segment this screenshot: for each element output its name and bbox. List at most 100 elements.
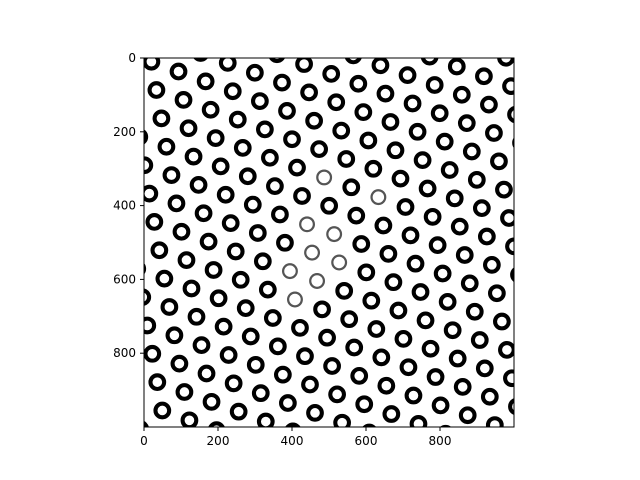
ring-221 [519,164,533,178]
y-tick-label: 600 [113,272,136,286]
ring-124 [322,65,341,83]
ring-185 [450,217,469,236]
ring-192 [485,416,504,427]
ring-205 [508,398,514,415]
ring-179 [420,58,439,66]
axes-frame [143,57,515,428]
ring-177 [453,378,472,396]
ring-209 [480,95,498,114]
ring-155 [391,169,410,188]
ring-204 [503,369,514,388]
ring-22 [175,383,194,401]
ring-57 [216,185,235,204]
ring-153 [381,113,400,131]
ring-140 [359,131,378,150]
ring-141 [364,159,383,178]
ring-170 [418,179,437,198]
ring-51 [237,433,251,447]
ring-65 [256,412,275,427]
ring-132 [362,291,381,310]
ring-27 [157,137,176,156]
ring-103 [309,273,326,289]
ring-163 [431,396,450,415]
ring-108 [333,413,351,427]
ring-158 [406,254,425,273]
ring-165 [396,40,410,54]
ring-207 [472,41,486,55]
ring-61 [236,299,255,318]
ring-146 [389,301,408,320]
ring-72 [248,224,267,242]
ring-28 [162,166,181,184]
ring-176 [448,349,467,368]
ring-172 [428,236,447,255]
ring-26 [152,109,171,128]
ring-16 [145,213,164,231]
ring-167 [403,94,422,113]
ring-88 [281,263,298,280]
ring-150 [409,415,428,427]
ring-100 [293,187,311,205]
ring-121 [355,395,374,414]
ring-156 [396,198,415,216]
x-tick-label: 400 [281,434,304,448]
ring-160 [416,311,435,330]
ring-134 [372,348,391,367]
ring-5 [144,288,152,306]
ring-8 [148,373,167,392]
ring-19 [160,298,179,316]
ring-138 [349,74,368,93]
image-content [122,39,533,447]
ring-198 [472,199,491,218]
ring-168 [408,122,427,141]
ring-84 [261,148,279,167]
ring-130 [352,235,371,253]
ring-125 [327,93,346,112]
ring-126 [332,121,351,140]
ring-145 [384,273,403,292]
ring-171 [423,207,442,226]
ring-144 [379,244,398,263]
ring-148 [399,358,418,377]
x-tick-label: 800 [429,434,452,448]
ring-135 [377,376,396,395]
ring-159 [411,283,430,301]
ring-60 [231,270,250,289]
ring-174 [438,292,457,311]
ring-81 [245,63,264,82]
ring-76 [268,337,287,356]
ring-220 [512,137,514,149]
ring-127 [337,150,356,168]
ring-63 [246,355,265,374]
ring-86 [271,205,289,224]
y-tick-label: 800 [113,346,136,360]
ring-24 [144,58,161,71]
ring-52 [193,58,208,62]
ring-23 [180,411,199,427]
ring-38 [169,62,188,81]
ring-105 [318,328,336,347]
ring-210 [485,124,503,142]
ring-211 [490,152,508,171]
ring-129 [347,206,366,225]
ring-183 [440,161,459,179]
ring-137 [344,58,362,65]
ring-75 [263,309,282,327]
ring-107 [328,385,346,404]
ring-30 [172,222,191,241]
ring-147 [394,329,413,348]
ring-123 [319,39,333,53]
ring-47 [214,317,233,336]
ring-208 [475,67,493,86]
ring-74 [258,280,277,299]
ring-195 [457,114,476,133]
ring-200 [482,255,501,274]
ring-71 [243,195,262,214]
ring-106 [323,357,341,375]
ring-206 [515,428,529,442]
ring-37 [208,421,225,427]
ring-78 [279,394,297,412]
ring-175 [443,321,462,340]
ring-99 [288,158,306,177]
ring-11 [122,73,136,87]
